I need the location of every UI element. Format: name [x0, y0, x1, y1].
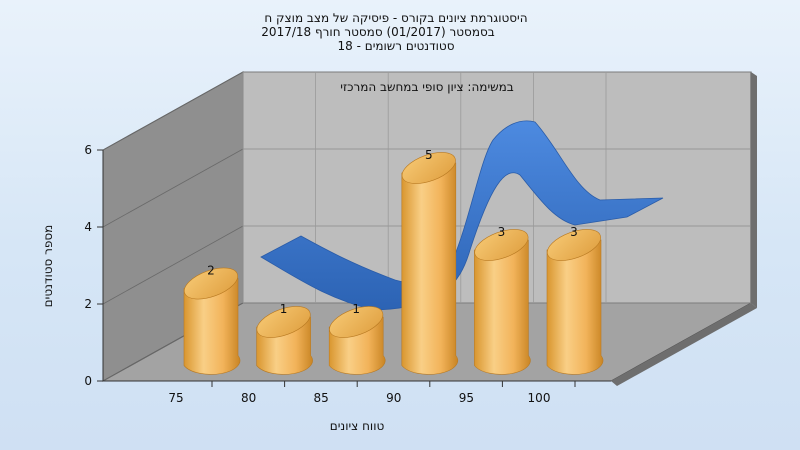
x-tick-label-4: 95	[459, 391, 474, 405]
gridline-left-3	[102, 71, 244, 151]
bar-top-85	[329, 306, 384, 338]
gridlines	[102, 71, 751, 382]
bar-95	[474, 239, 531, 375]
floor-edge	[611, 303, 757, 386]
bar-top-80	[256, 306, 311, 338]
y-axis-label: מספר סטודנטים	[41, 225, 55, 308]
x-tick-label-1: 80	[241, 391, 256, 405]
x-tick-label-0: 75	[168, 391, 183, 405]
gridline-left-2	[102, 148, 244, 228]
chart-title-line-1: היסטוגרמת ציונים בקורס - פיסיקה של מצב מ…	[264, 11, 527, 25]
bars: 2 1 1 5 3 3	[183, 148, 604, 375]
data-label-90: 5	[425, 148, 433, 162]
bar-top-75	[184, 267, 238, 300]
bar-top-95	[474, 229, 529, 261]
bar-top-90	[401, 152, 456, 184]
data-label-100: 3	[570, 225, 578, 239]
y-axis: 0 2 4 6	[84, 143, 104, 388]
y-tick-label-2: 4	[84, 220, 92, 234]
chart-title-line-2: בסמסטר (01/2017) סמסטר חורף 2017/18	[261, 25, 494, 39]
y-tick-label-1: 2	[84, 297, 92, 311]
bar-top-100	[547, 229, 601, 261]
x-tick-label-3: 90	[386, 391, 401, 405]
bar-75	[183, 278, 241, 375]
data-label-75: 2	[207, 264, 215, 278]
gridline-left-1	[102, 225, 244, 305]
bar-90	[401, 162, 458, 375]
data-label-85: 1	[352, 302, 360, 316]
data-label-80: 1	[280, 302, 288, 316]
chart-title-line-3: סטודנטים רשומים - 18	[337, 39, 454, 53]
y-tick-label-3: 6	[84, 143, 92, 157]
inner-title: במשימה: ציון סופי במחשב המרכזי	[340, 80, 514, 94]
data-label-95: 3	[498, 225, 506, 239]
x-tick-label-5: 100	[528, 391, 551, 405]
back-wall-edge	[751, 72, 757, 308]
x-axis-label: טווח ציונים	[330, 419, 385, 433]
bar-100	[546, 239, 604, 375]
y-tick-label-0: 0	[84, 374, 92, 388]
x-tick-label-2: 85	[314, 391, 329, 405]
x-axis: 75 80 85 90 95 100	[168, 381, 576, 405]
